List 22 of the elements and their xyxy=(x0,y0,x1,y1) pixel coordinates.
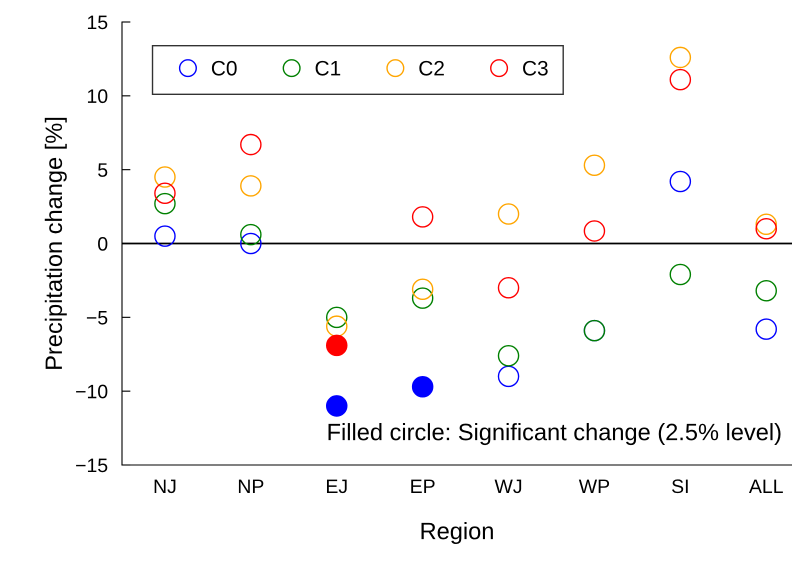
y-tick-label: 15 xyxy=(88,16,108,30)
x-tick-label: EP xyxy=(411,480,435,493)
x-tick-label: WJ xyxy=(494,480,522,494)
y-tick-label: −10 xyxy=(76,384,108,398)
x-tick-label: WP xyxy=(578,480,610,493)
x-axis-title: Region xyxy=(422,522,493,544)
y-tick-label: −5 xyxy=(86,311,108,325)
legend-label: C1 xyxy=(316,60,340,76)
x-tick-label: ALL xyxy=(748,480,783,493)
y-tick-label: −15 xyxy=(76,458,108,472)
annotation: Filled circle: Significant change (2.5% level) xyxy=(328,423,781,446)
y-tick-label: 0 xyxy=(98,236,108,251)
y-axis-title: Precipitation change [%] xyxy=(44,118,67,369)
y-tick-label: 5 xyxy=(98,163,108,177)
x-tick-label: NP xyxy=(238,480,264,493)
legend-label: C0 xyxy=(212,60,237,76)
legend-label: C2 xyxy=(419,60,444,76)
x-tick-label: EJ xyxy=(326,480,347,494)
legend-label: C3 xyxy=(523,60,548,76)
y-tick-label: 10 xyxy=(88,89,108,104)
x-tick-label: NJ xyxy=(154,480,176,494)
x-tick-label: SI xyxy=(672,479,688,494)
